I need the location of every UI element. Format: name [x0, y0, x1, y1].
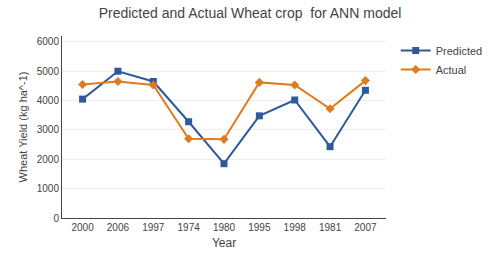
svg-text:Predicted: Predicted	[436, 45, 482, 57]
svg-text:Wheat Yield (kg ha^-1): Wheat Yield (kg ha^-1)	[17, 72, 29, 183]
svg-text:2000: 2000	[71, 222, 94, 233]
svg-text:1981: 1981	[319, 222, 342, 233]
svg-text:6000: 6000	[37, 36, 60, 47]
svg-text:1974: 1974	[178, 222, 201, 233]
svg-text:2007: 2007	[354, 222, 377, 233]
svg-text:2006: 2006	[107, 222, 130, 233]
svg-text:Actual: Actual	[436, 64, 467, 76]
svg-text:1997: 1997	[142, 222, 165, 233]
svg-text:0: 0	[53, 213, 59, 224]
svg-text:3000: 3000	[37, 124, 60, 135]
svg-text:1998: 1998	[284, 222, 307, 233]
svg-text:1980: 1980	[213, 222, 236, 233]
svg-text:2000: 2000	[37, 154, 60, 165]
svg-text:5000: 5000	[37, 66, 60, 77]
svg-text:1995: 1995	[248, 222, 271, 233]
svg-text:Year: Year	[212, 236, 236, 250]
svg-text:Predicted and Actual Wheat cro: Predicted and Actual Wheat crop for ANN …	[99, 5, 402, 21]
svg-text:4000: 4000	[37, 95, 60, 106]
svg-text:1000: 1000	[37, 183, 60, 194]
